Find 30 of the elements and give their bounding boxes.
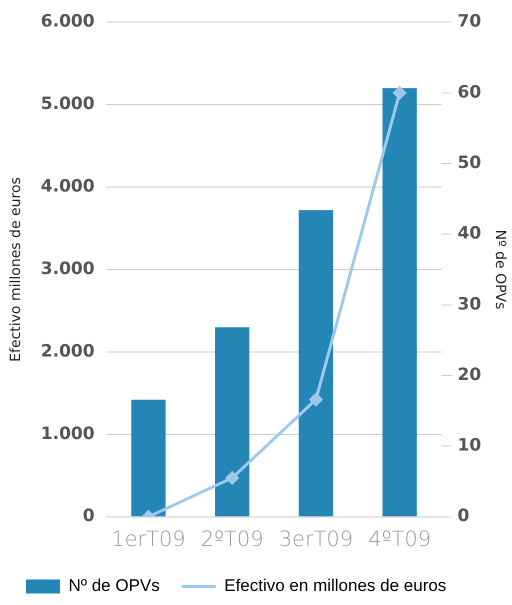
x-tick-label: 2ºT09 <box>200 526 264 551</box>
y-tick-label: 1.000 <box>40 424 95 444</box>
y-tick-label: 6.000 <box>40 12 95 32</box>
point <box>393 86 406 100</box>
y-axis-title: Efectivo millones de euros <box>8 177 24 362</box>
legend-label: Efectivo en millones de euros <box>224 576 446 596</box>
bar <box>382 88 417 516</box>
bar <box>131 400 166 516</box>
x-tick-label: 3erT09 <box>278 526 354 551</box>
bar <box>215 327 250 516</box>
y2-tick-label: 30 <box>458 294 482 314</box>
y2-tick-label: 60 <box>458 82 482 102</box>
y2-axis-title: Nº de OPVs <box>492 230 508 310</box>
point <box>226 471 239 484</box>
y2-tick-label: 20 <box>458 364 482 385</box>
point <box>309 393 322 406</box>
bar <box>298 210 334 516</box>
legend-label: Nº de OPVs <box>68 576 160 596</box>
y2-tick-label: 40 <box>458 224 482 244</box>
y2-tick-label: 70 <box>458 12 482 32</box>
y-tick-label: 4.000 <box>40 176 95 196</box>
y-tick-label: 5.000 <box>40 94 95 114</box>
y-tick-label: 0 <box>82 506 95 526</box>
x-tick-label: 1erT09 <box>111 526 186 551</box>
x-tick-label: 4ºT09 <box>368 526 432 551</box>
y2-tick-label: 50 <box>458 152 482 173</box>
y2-tick-label: 10 <box>458 436 482 456</box>
y-tick-label: 2.000 <box>40 341 95 362</box>
y-tick-label: 3.000 <box>40 258 95 279</box>
y2-tick-label: 0 <box>458 506 470 526</box>
